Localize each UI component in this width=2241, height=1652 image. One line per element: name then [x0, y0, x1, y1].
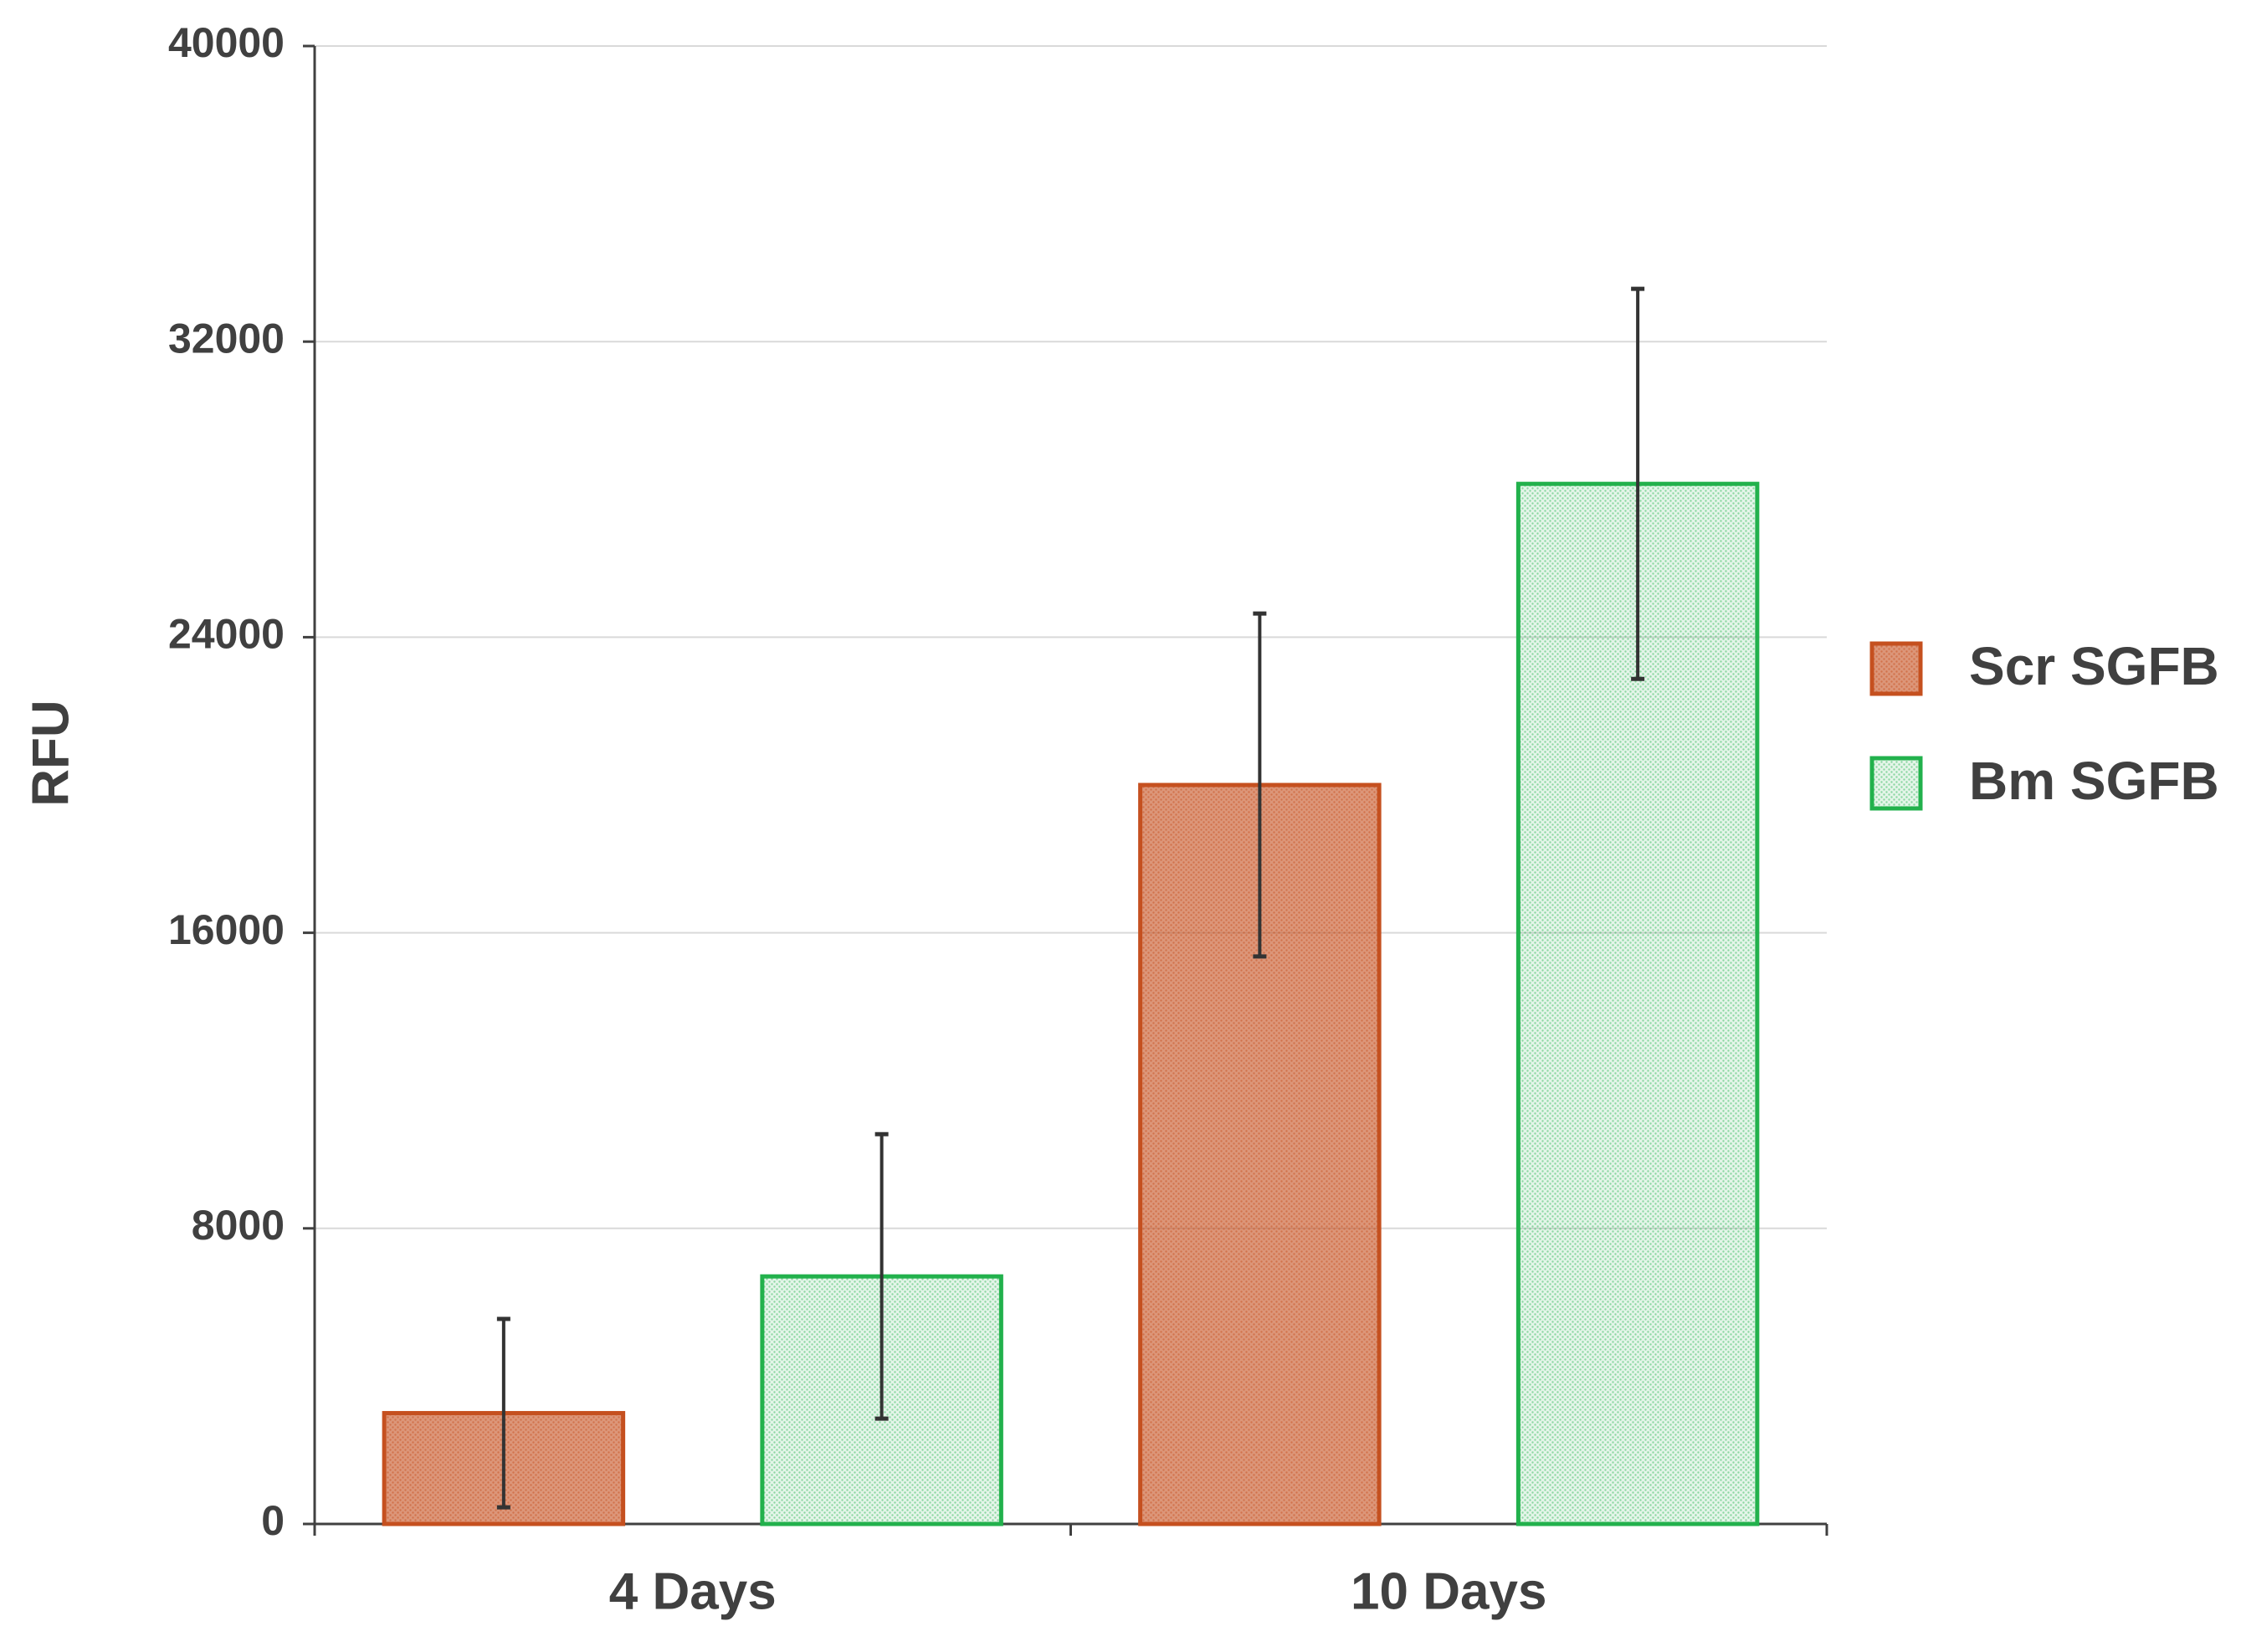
x-tick-label: 4 Days: [609, 1562, 777, 1620]
y-tick-label: 40000: [168, 19, 285, 66]
y-axis-label: RFU: [22, 700, 79, 806]
legend-label: Scr SGFB: [1969, 636, 2219, 696]
y-tick-label: 16000: [168, 906, 285, 953]
legend-label: Bm SGFB: [1969, 751, 2219, 811]
error-bar: [874, 1131, 889, 1421]
y-tick-label: 32000: [168, 315, 285, 362]
y-tick-label: 0: [261, 1497, 285, 1544]
x-tick-label: 10 Days: [1351, 1562, 1546, 1620]
legend-swatch: [1869, 641, 1923, 696]
error-bar: [1631, 286, 1645, 681]
legend-swatch: [1869, 756, 1923, 811]
y-tick-label: 8000: [192, 1202, 285, 1249]
error-bar: [496, 1316, 510, 1510]
y-tick-label: 24000: [168, 611, 285, 658]
error-bar: [1253, 611, 1267, 959]
